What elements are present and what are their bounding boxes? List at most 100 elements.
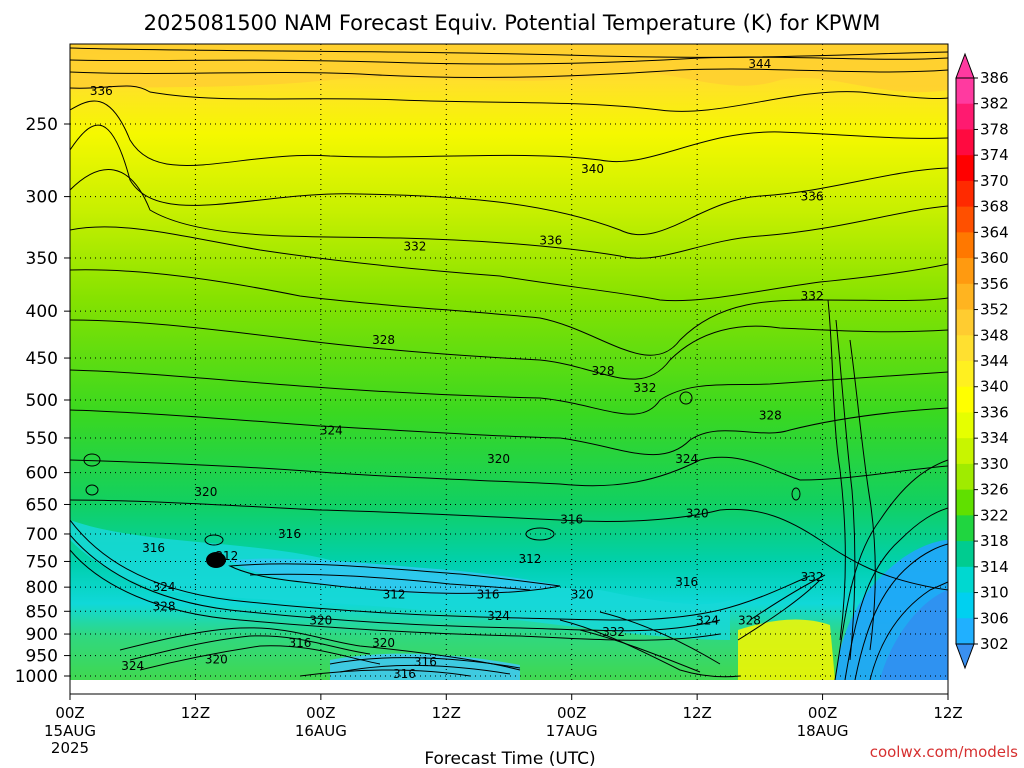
plot-border (69, 43, 949, 695)
contour-label: 316 (675, 575, 698, 589)
colorbar-label: 368 (980, 198, 1009, 216)
colorbar: 386 382 378 374 370 368 364 360 356 352 348 344 340 3… (955, 52, 1009, 670)
contour-line (854, 543, 948, 680)
contour-label: 320 (194, 485, 217, 499)
colorbar-swatch (956, 412, 974, 439)
x-tick-date: 16AUG (295, 722, 347, 740)
y-tick-label: 750 (26, 552, 58, 572)
colorbar-swatch (956, 438, 974, 465)
y-tick-label: 650 (26, 495, 58, 515)
contour-label: 320 (487, 452, 510, 466)
contour-label: 328 (372, 333, 395, 347)
contour-label: 336 (801, 190, 824, 204)
contour-label: 316 (142, 541, 165, 555)
colorbar-swatch (956, 566, 974, 594)
y-tick-label: 450 (26, 349, 58, 369)
contour-label: 324 (487, 609, 510, 623)
contour-line (579, 629, 701, 673)
contour-label: 332 (602, 625, 625, 639)
x-tick-label: 00Z (808, 704, 837, 722)
colorbar-swatch (956, 618, 974, 645)
colorbar-swatch (956, 489, 974, 516)
contour-line (70, 549, 721, 641)
contour-line (70, 534, 721, 632)
contour-line (827, 299, 846, 641)
colorbar-label: 326 (980, 481, 1009, 499)
colorbar-swatch (956, 155, 974, 182)
colorbar-label: 360 (980, 249, 1009, 267)
colorbar-label: 322 (980, 506, 1009, 524)
chart-title: 2025081500 NAM Forecast Equiv. Potential… (144, 11, 881, 35)
contour-line (70, 56, 948, 65)
y-tick-label: 300 (26, 188, 58, 208)
contour-line (749, 574, 826, 621)
late-cold-core (880, 590, 948, 680)
contour-label: 316 (278, 527, 301, 541)
contour-line (70, 226, 948, 302)
colorbar-label: 364 (980, 223, 1009, 241)
colorbar-swatch (956, 103, 974, 130)
contour-label: 324 (675, 452, 698, 466)
x-tick-label: 12Z (682, 704, 711, 722)
contour-line (70, 124, 948, 236)
colorbar-swatch (956, 361, 974, 388)
contour-line (525, 527, 555, 541)
colorbar-arrow-top (955, 52, 975, 79)
colorbar-swatch (956, 386, 974, 413)
x-tick-date: 15AUG (44, 722, 96, 740)
contour-line (679, 391, 693, 405)
contour-label: 316 (288, 636, 311, 650)
contour-label: 312 (518, 552, 541, 566)
colorbar-swatch (956, 592, 974, 619)
contour-line (70, 369, 948, 415)
contour-line (70, 100, 948, 166)
contour-line (70, 319, 948, 380)
colorbar-swatch (956, 78, 974, 105)
contour-line (70, 169, 948, 259)
contour-line (299, 669, 471, 677)
contour-label: 336 (90, 84, 113, 98)
contour-line (204, 534, 224, 546)
contour-line (119, 627, 521, 671)
contour-line (70, 68, 948, 78)
contour-label: 320 (686, 507, 709, 521)
x-tick-label: 00Z (306, 704, 335, 722)
y-tick-label: 950 (26, 647, 58, 667)
y-tick-label: 1000 (15, 667, 58, 687)
colorbar-label: 336 (980, 403, 1009, 421)
x-tick-label: 00Z (55, 704, 84, 722)
colorbar-swatch (956, 463, 974, 491)
y-tick-label: 500 (26, 391, 58, 411)
contour-label: 320 (372, 636, 395, 650)
grid-lines (70, 44, 948, 680)
contour-line (70, 85, 948, 112)
colorbar-label: 302 (980, 635, 1009, 653)
colorbar-label: 386 (980, 69, 1009, 87)
credit-text: coolwx.com/models (870, 743, 1018, 761)
y-tick-label: 250 (26, 115, 58, 135)
contour-label: 312 (383, 588, 406, 602)
closed-contour-blob (206, 552, 226, 568)
y-tick-label: 900 (26, 625, 58, 645)
x-axis-title: Forecast Time (UTC) (424, 749, 595, 768)
colorbar-label: 378 (980, 120, 1009, 138)
colorbar-swatch (956, 232, 974, 259)
x-tick-label: 12Z (432, 704, 461, 722)
contour-label: 324 (121, 659, 144, 673)
contour-line (849, 339, 876, 651)
y-tick-label: 600 (26, 464, 58, 484)
contour-label: 316 (560, 512, 583, 526)
colorbar-label: 314 (980, 558, 1009, 576)
colorbar-swatch (956, 541, 974, 568)
colorbar-swatch (956, 258, 974, 285)
contour-line (834, 459, 948, 680)
colorbar-swatch (956, 309, 974, 336)
colorbar-swatch (956, 206, 974, 233)
contour-line (559, 619, 741, 678)
contour-line (129, 635, 371, 661)
contour-label: 332 (633, 381, 656, 395)
contour-line (70, 407, 948, 456)
contour-line (85, 484, 99, 496)
contour-label: 340 (581, 162, 604, 176)
contour-line (844, 507, 948, 680)
